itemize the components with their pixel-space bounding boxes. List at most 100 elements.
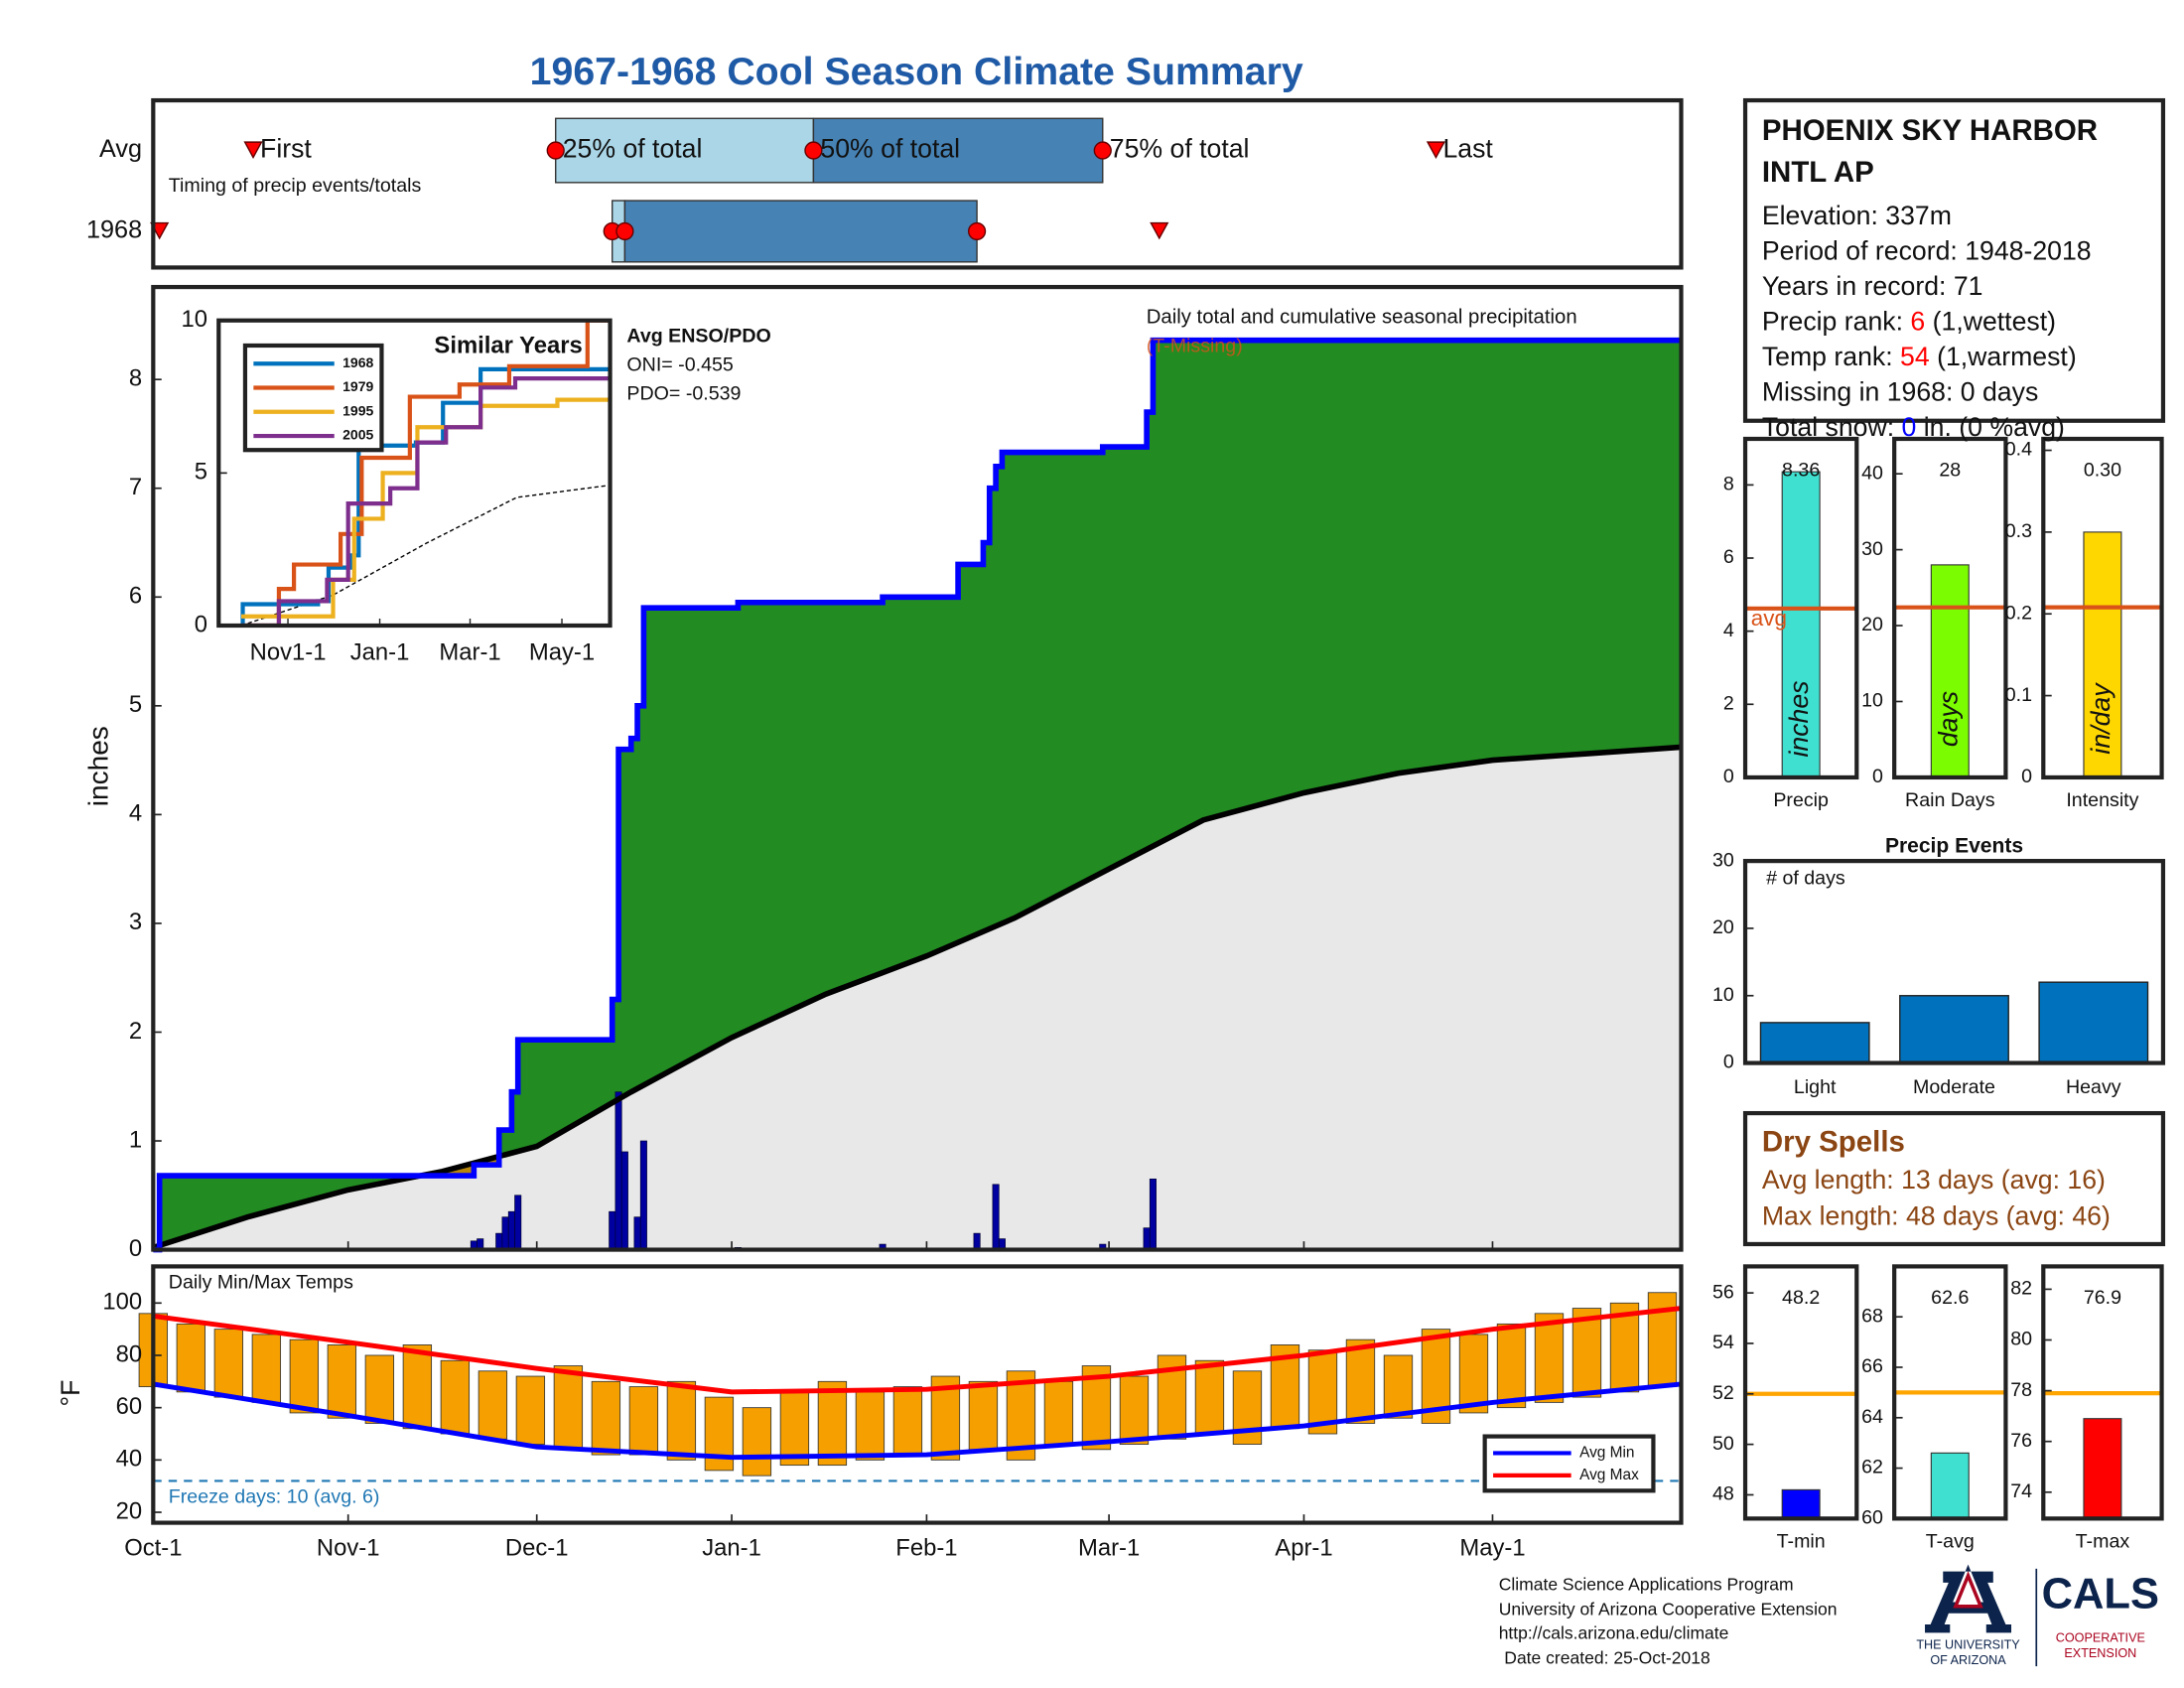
value-label: 62.6	[1931, 1287, 1969, 1309]
row-label: Avg	[99, 135, 142, 163]
stat-bar	[1930, 1452, 1970, 1519]
x-label: T-max	[2076, 1530, 2130, 1552]
y-tick-label: 30	[1712, 849, 1734, 871]
y-tick-label: 40	[1861, 462, 1883, 484]
temp-bar	[213, 1329, 244, 1398]
stat-frame	[1892, 1264, 2008, 1521]
x-tick-label: Mar-1	[1078, 1535, 1140, 1562]
event-marker	[150, 221, 170, 240]
y-tick-label: 62	[1861, 1457, 1883, 1478]
event-label: 75% of total	[1110, 134, 1250, 164]
legend-label: 1995	[342, 402, 373, 418]
stat-frame	[1892, 436, 2008, 780]
stat-bar	[2083, 1418, 2122, 1519]
y-tick-label: 2	[1723, 692, 1734, 714]
y-tick-label: 2	[129, 1018, 142, 1045]
temp-bar	[553, 1365, 584, 1451]
y-tick-label: 20	[1861, 614, 1883, 635]
y-tick-label: 76	[2010, 1430, 2032, 1452]
daily-bar	[1149, 1179, 1157, 1250]
event-marker	[1426, 141, 1446, 160]
station-part: Precip rank:	[1762, 306, 1911, 336]
temp-bar	[1307, 1349, 1338, 1435]
temp-bar	[591, 1380, 621, 1456]
legend-label: Avg Min	[1579, 1444, 1634, 1461]
ua-logo	[1925, 1564, 2012, 1633]
y-label: °F	[56, 1380, 85, 1407]
y-tick-label: 0.4	[2005, 439, 2032, 461]
year-line	[241, 375, 611, 627]
y-tick-label: 5	[195, 459, 207, 486]
temp-bar	[1119, 1375, 1150, 1445]
temp-bar	[1043, 1380, 1074, 1445]
station-part: Years in record: 71	[1762, 271, 1983, 301]
enso-text: ONI= -0.455	[626, 354, 734, 376]
station-part: Temp rank:	[1762, 342, 1900, 371]
legend-label: 1968	[342, 354, 373, 370]
temp-bar	[666, 1380, 697, 1461]
temp-bar	[1345, 1338, 1376, 1424]
temp-bar	[1496, 1323, 1527, 1409]
station-part: (1,wettest)	[1925, 306, 2056, 336]
temp-bar	[855, 1391, 886, 1461]
unit-label: inches	[1784, 680, 1814, 757]
temp-bar	[364, 1354, 395, 1424]
x-tick-label: Moderate	[1913, 1076, 1995, 1098]
x-label: T-avg	[1926, 1530, 1975, 1552]
y-tick-label: 60	[116, 1393, 143, 1420]
row-label: 1968	[86, 216, 142, 244]
x-tick-label: Oct-1	[124, 1535, 182, 1562]
daily-bar	[495, 1232, 503, 1250]
annotation: Daily total and cumulative seasonal prec…	[1147, 306, 1577, 328]
temp-bar	[1194, 1359, 1225, 1435]
value-label: 76.9	[2084, 1287, 2121, 1309]
dry-line: Max length: 48 days (avg: 46)	[1762, 1200, 2111, 1230]
y-tick-label: 66	[1861, 1355, 1883, 1377]
x-tick-label: Mar-1	[439, 638, 500, 665]
stat-bar	[1930, 564, 1970, 778]
temp-bar	[1534, 1313, 1565, 1403]
daily-bar	[609, 1210, 616, 1250]
events-frame	[1742, 859, 2166, 1065]
station-line: Period of record: 1948-2018	[1762, 235, 2092, 265]
x-label: Intensity	[2066, 789, 2138, 811]
stat-frame	[1742, 436, 1859, 780]
temp-bar	[1383, 1354, 1414, 1419]
box-high	[812, 117, 1104, 184]
temp-bar	[892, 1386, 923, 1456]
y-tick-label: 20	[1712, 916, 1734, 938]
y-tick-label: 48	[1712, 1483, 1734, 1505]
x-tick-label: Feb-1	[895, 1535, 957, 1562]
legend-label: 1979	[342, 378, 373, 394]
y-label: inches	[82, 726, 113, 806]
event-bar	[1759, 1022, 1870, 1064]
value-label: 0.30	[2084, 459, 2121, 481]
y-tick-label: 74	[2010, 1480, 2032, 1502]
footer-line: Date created: 25-Oct-2018	[1504, 1648, 1709, 1668]
title: 1967-1968 Cool Season Climate Summary	[530, 50, 1303, 93]
y-tick-label: 0	[195, 611, 207, 637]
percent-marker	[1093, 141, 1112, 160]
x-tick-label: Dec-1	[505, 1535, 569, 1562]
x-tick-label: Jan-1	[702, 1535, 761, 1562]
x-label: Precip	[1773, 789, 1829, 811]
y-tick-label: 54	[1712, 1332, 1734, 1353]
daily-bar	[507, 1210, 515, 1250]
avg-temp-line	[153, 1306, 1682, 1395]
x-tick-label: Light	[1794, 1076, 1837, 1098]
stat-frame	[1742, 1264, 1859, 1521]
logo-a	[1925, 1564, 2012, 1633]
event-marker	[1150, 221, 1169, 240]
y-tick-label: 100	[102, 1289, 142, 1316]
daily-bar	[501, 1216, 509, 1250]
temp-title: Daily Min/Max Temps	[169, 1271, 353, 1293]
event-label: Last	[1442, 134, 1493, 164]
daily-bar	[620, 1151, 628, 1250]
temp-bar	[478, 1370, 508, 1440]
station-part: 0	[1902, 412, 1917, 442]
percent-marker	[967, 221, 987, 241]
normal-area	[153, 747, 1682, 1250]
y-tick-label: 8	[1723, 474, 1734, 495]
event-marker	[243, 141, 263, 160]
